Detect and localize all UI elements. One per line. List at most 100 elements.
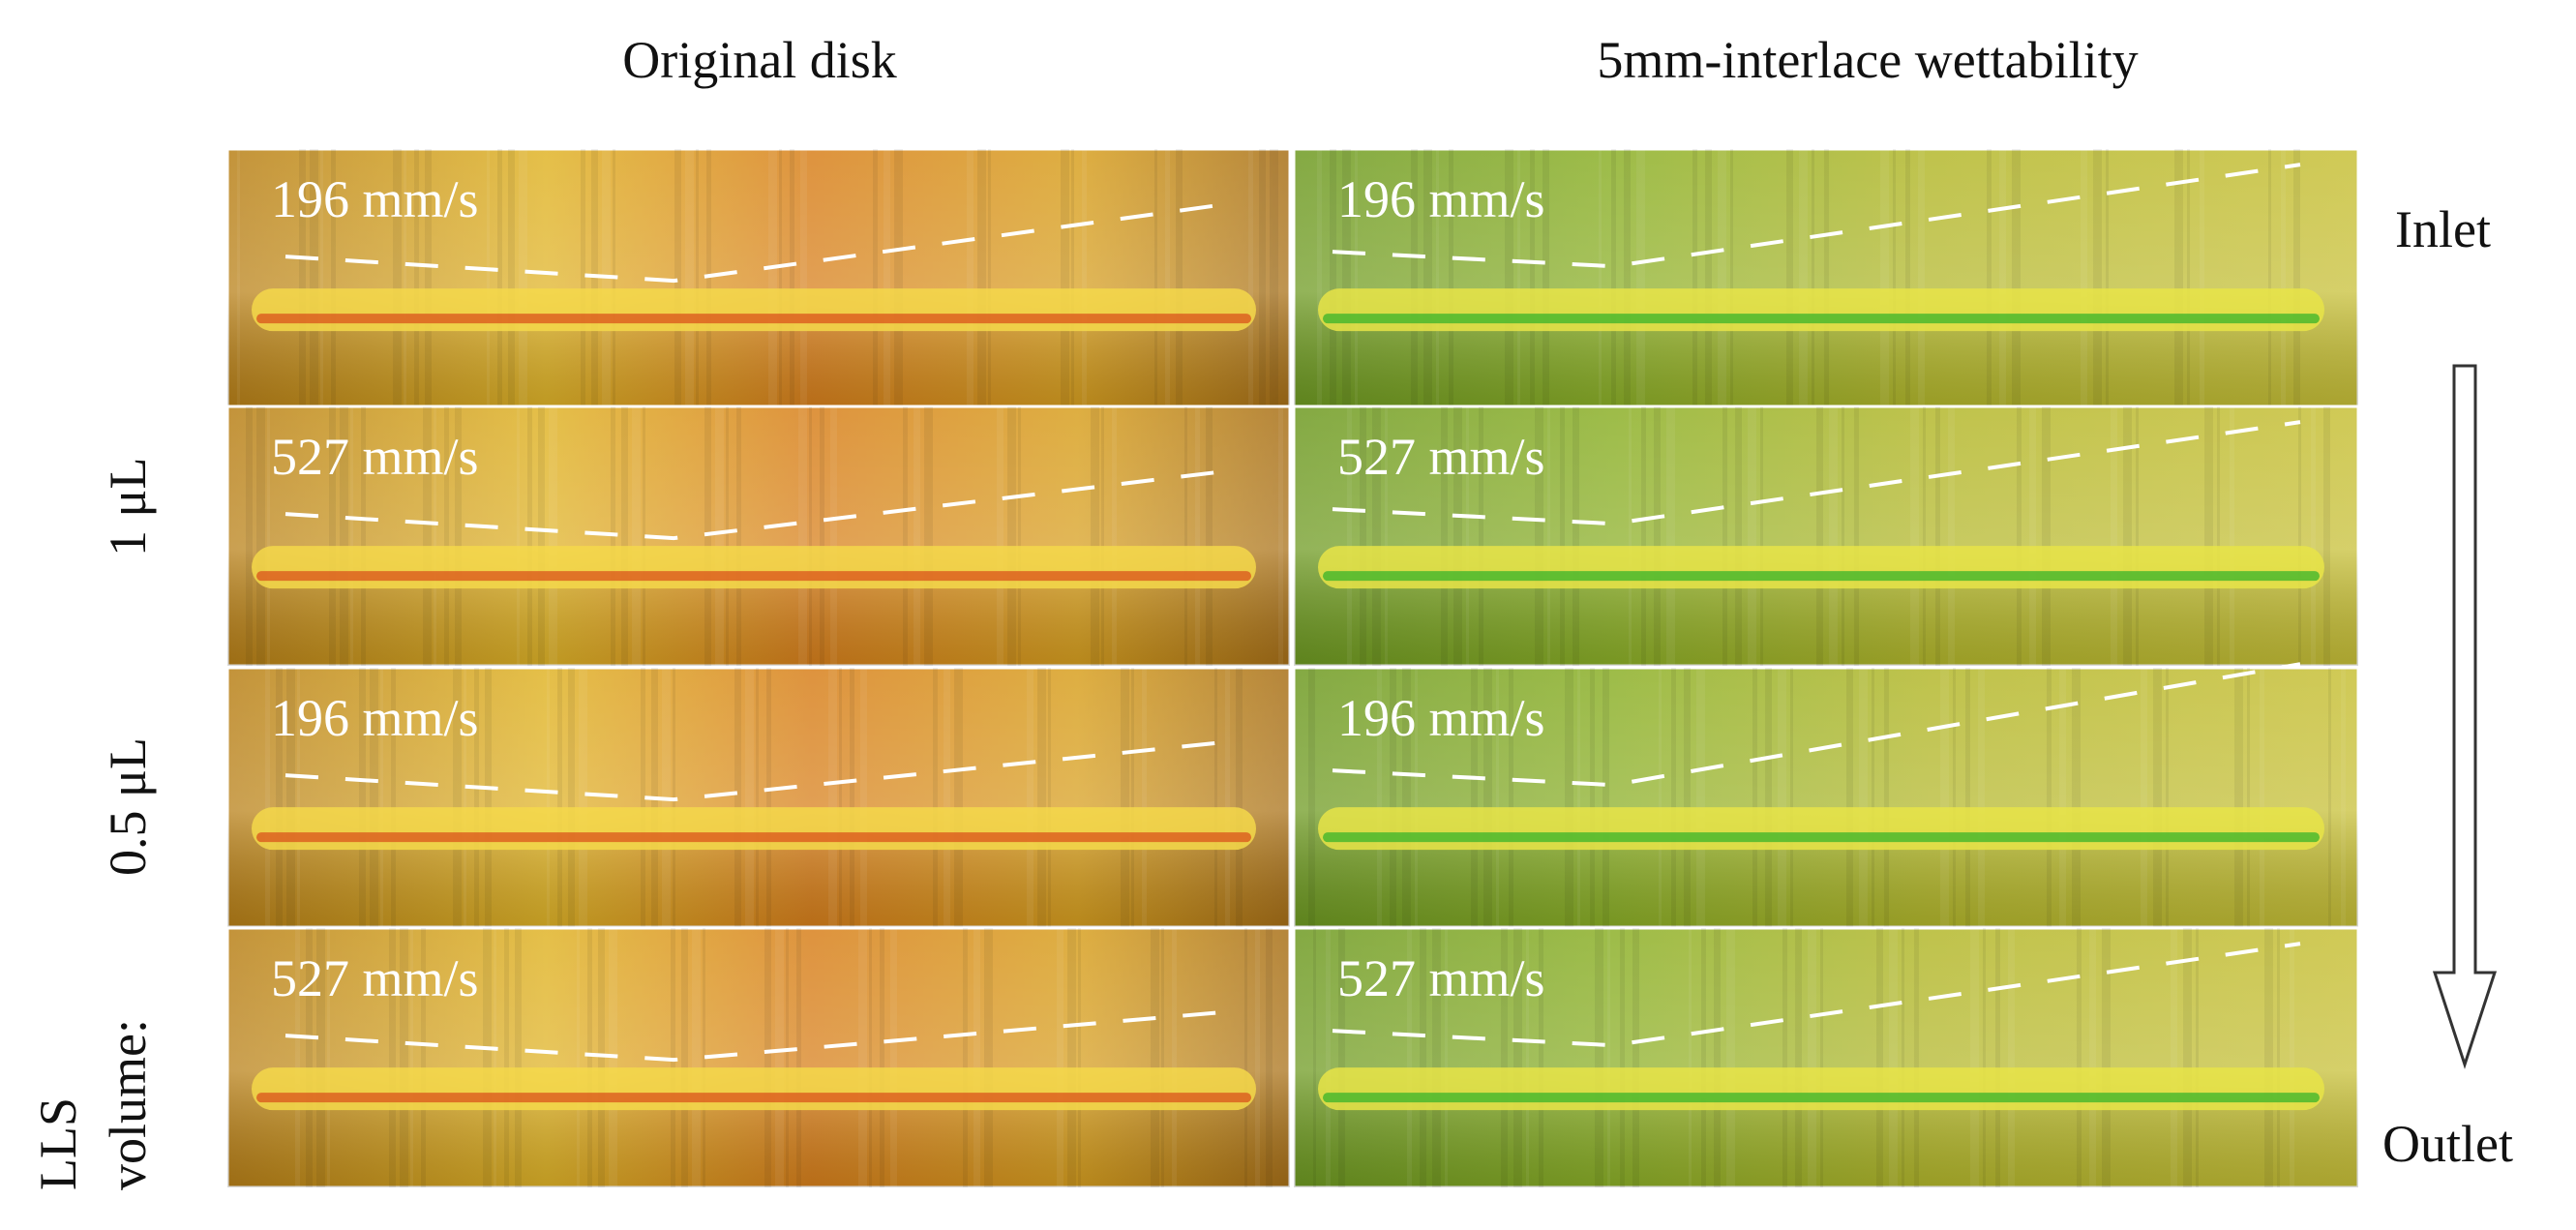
texture-stripe [1914,928,1919,1187]
panel-shade [1294,406,2358,666]
texture-stripe [1449,149,1453,408]
panel-image: 527 mm/s [225,926,1292,1189]
texture-stripe [1248,149,1253,408]
texture-stripe [1889,928,1898,1187]
disk-edge [256,571,1251,582]
texture-stripe [1441,406,1448,666]
texture-stripe [1692,149,1697,408]
texture-stripe [485,668,492,927]
texture-stripe [1965,668,1970,927]
texture-stripe [1884,668,1889,927]
texture-stripe [414,149,419,408]
texture-stripe [858,928,867,1187]
texture-stripe [1479,406,1483,666]
texture-stripe [1206,406,1213,666]
texture-stripe [1078,928,1081,1187]
texture-stripe [1953,668,1956,927]
texture-stripe [2089,928,2096,1187]
texture-stripe [2341,668,2346,927]
texture-stripe [779,149,782,408]
texture-stripe [984,928,993,1187]
texture-stripe [1048,668,1051,927]
texture-stripe [2012,149,2021,408]
texture-stripe [1730,149,1733,408]
texture-stripe [1599,149,1602,408]
texture-stripe [796,928,801,1187]
texture-stripe [2093,149,2102,408]
texture-stripe [1317,149,1322,408]
speed-label: 196 mm/s [1337,689,1545,747]
contact-line [1332,420,2301,526]
disk-edge [256,314,1251,324]
texture-stripe [1859,668,1868,927]
texture-stripe [903,406,908,666]
texture-stripe [1782,928,1787,1187]
texture-stripe [2047,668,2052,927]
texture-stripe [455,406,462,666]
texture-stripe [2072,668,2081,927]
texture-stripe [977,149,986,408]
panel-shade [227,928,1290,1187]
texture-stripe [2264,928,2273,1187]
texture-stripe [873,149,878,408]
texture-stripe [370,668,378,927]
texture-stripe [329,406,336,666]
texture-stripe [2311,406,2316,666]
texture-stripe [1689,928,1692,1187]
texture-stripe [350,406,353,666]
texture-stripe [598,928,605,1187]
speed-label: 527 mm/s [271,949,479,1007]
texture-stripe [1918,149,1925,408]
texture-stripe [1517,149,1520,408]
texture-stripe [1018,406,1021,666]
texture-stripe [361,406,366,666]
texture-stripe [434,406,436,666]
texture-stripe [1432,928,1441,1187]
texture-stripe [704,406,711,666]
texture-stripe [547,668,550,927]
texture-stripe [577,928,580,1187]
contact-line [1332,163,2301,269]
texture-stripe [1722,406,1727,666]
texture-stripe [2123,406,2132,666]
texture-stripe [1509,668,1513,927]
texture-stripe [1372,406,1381,666]
panel-image: 196 mm/s [1292,147,2360,410]
texture-stripe [997,406,1003,666]
texture-stripe [1778,668,1786,927]
texture-stripe [504,928,509,1187]
texture-stripe [602,149,611,408]
texture-stripe [1390,668,1396,927]
texture-stripe [790,149,794,408]
volume-value: 1 μL [99,458,157,556]
texture-stripe [2102,928,2111,1187]
texture-stripe [1573,406,1579,666]
texture-stripe [764,928,771,1187]
texture-stripe [1360,406,1366,666]
texture-stripe [775,928,784,1187]
texture-stripe [1654,406,1661,666]
speed-label: 527 mm/s [271,428,479,486]
texture-stripe [2290,928,2294,1187]
texture-stripe [267,406,270,666]
texture-stripe [1718,149,1726,408]
texture-stripe [1876,928,1883,1187]
texture-stripe [2166,668,2169,927]
texture-stripe [1445,928,1448,1187]
texture-stripe [1308,668,1315,927]
texture-stripe [591,149,598,408]
texture-stripe [692,928,701,1187]
texture-stripe [1629,406,1632,666]
texture-stripe [1526,928,1529,1187]
texture-stripe [839,668,842,927]
contact-line [285,739,1233,802]
texture-stripe [1948,406,1955,666]
texture-stripe [643,406,645,666]
texture-stripe [1560,406,1565,666]
texture-stripe [828,668,837,927]
texture-stripe [1501,928,1508,1187]
texture-stripe [1684,668,1691,927]
texture-stripe [2187,149,2190,408]
texture-stripe [706,149,711,408]
texture-stripe [1735,406,1742,666]
